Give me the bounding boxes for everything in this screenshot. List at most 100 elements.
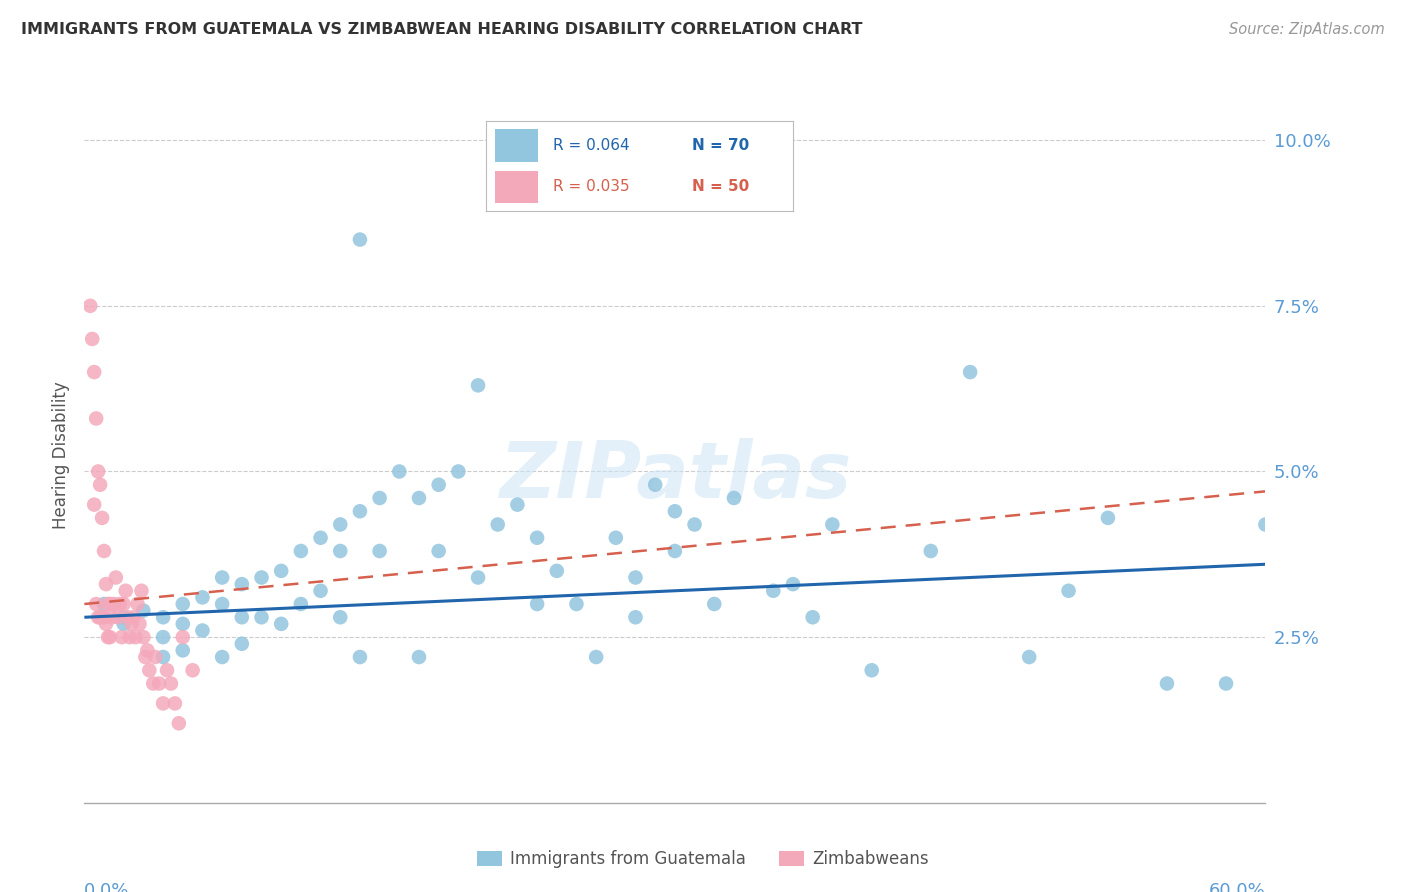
Point: [349, 504, 371, 518]
Point: [89, 610, 111, 624]
Point: [79, 299, 101, 313]
Point: [231, 577, 253, 591]
Point: [821, 517, 844, 532]
Point: [131, 583, 153, 598]
Point: [329, 517, 352, 532]
Point: [605, 531, 627, 545]
Point: [309, 583, 332, 598]
Point: [84, 411, 107, 425]
Point: [211, 570, 233, 584]
Text: 0.0%: 0.0%: [84, 882, 129, 892]
Point: [526, 597, 548, 611]
Point: [546, 564, 568, 578]
Point: [211, 650, 233, 665]
Point: [683, 517, 706, 532]
Point: [447, 465, 470, 479]
Point: [1215, 676, 1237, 690]
Point: [112, 616, 135, 631]
Point: [118, 630, 141, 644]
Point: [87, 465, 110, 479]
Point: [703, 597, 725, 611]
Point: [87, 610, 110, 624]
Point: [181, 663, 204, 677]
Point: [152, 697, 174, 711]
Point: [122, 610, 145, 624]
Point: [231, 637, 253, 651]
Point: [191, 591, 214, 605]
Point: [1254, 517, 1277, 532]
Point: [98, 630, 121, 644]
Point: [644, 477, 666, 491]
Point: [408, 650, 430, 665]
Point: [93, 544, 115, 558]
Point: [664, 544, 686, 558]
Point: [427, 477, 450, 491]
Point: [172, 616, 194, 631]
Point: [723, 491, 745, 505]
Point: [486, 517, 509, 532]
Point: [920, 544, 942, 558]
Point: [132, 630, 155, 644]
Point: [250, 570, 273, 584]
Point: [160, 676, 183, 690]
Point: [309, 531, 332, 545]
Point: [104, 570, 127, 584]
Point: [152, 630, 174, 644]
Point: [83, 498, 105, 512]
Point: [97, 597, 120, 611]
Point: [624, 610, 647, 624]
Point: [270, 616, 292, 631]
Point: [84, 597, 107, 611]
Point: [388, 465, 411, 479]
Point: [89, 477, 111, 491]
Point: [368, 544, 391, 558]
Point: [93, 610, 115, 624]
Point: [142, 676, 165, 690]
Point: [467, 378, 489, 392]
Point: [664, 504, 686, 518]
Point: [408, 491, 430, 505]
Point: [959, 365, 981, 379]
Point: [191, 624, 214, 638]
Point: [211, 597, 233, 611]
Point: [290, 597, 312, 611]
Point: [1057, 583, 1080, 598]
Point: [427, 544, 450, 558]
Point: [91, 610, 114, 624]
Point: [1097, 511, 1119, 525]
Point: [270, 564, 292, 578]
Point: [108, 597, 131, 611]
Point: [93, 597, 115, 611]
Point: [250, 610, 273, 624]
Text: IMMIGRANTS FROM GUATEMALA VS ZIMBABWEAN HEARING DISABILITY CORRELATION CHART: IMMIGRANTS FROM GUATEMALA VS ZIMBABWEAN …: [21, 22, 863, 37]
Y-axis label: Hearing Disability: Hearing Disability: [52, 381, 70, 529]
Point: [526, 531, 548, 545]
Point: [132, 604, 155, 618]
Point: [143, 650, 166, 665]
Point: [152, 650, 174, 665]
Point: [172, 643, 194, 657]
Point: [506, 498, 529, 512]
Point: [565, 597, 588, 611]
Point: [349, 233, 371, 247]
Point: [94, 577, 117, 591]
Point: [111, 630, 134, 644]
Point: [290, 544, 312, 558]
Text: 60.0%: 60.0%: [1209, 882, 1265, 892]
Point: [624, 570, 647, 584]
Point: [1018, 650, 1040, 665]
Point: [117, 610, 139, 624]
Point: [103, 597, 125, 611]
Point: [82, 332, 104, 346]
Point: [329, 610, 352, 624]
Point: [368, 491, 391, 505]
Point: [585, 650, 607, 665]
Point: [349, 650, 371, 665]
Point: [101, 610, 124, 624]
Point: [121, 616, 143, 631]
Point: [124, 630, 146, 644]
Point: [83, 365, 105, 379]
Point: [128, 616, 150, 631]
Point: [163, 697, 186, 711]
Legend: Immigrants from Guatemala, Zimbabweans: Immigrants from Guatemala, Zimbabweans: [470, 844, 936, 875]
